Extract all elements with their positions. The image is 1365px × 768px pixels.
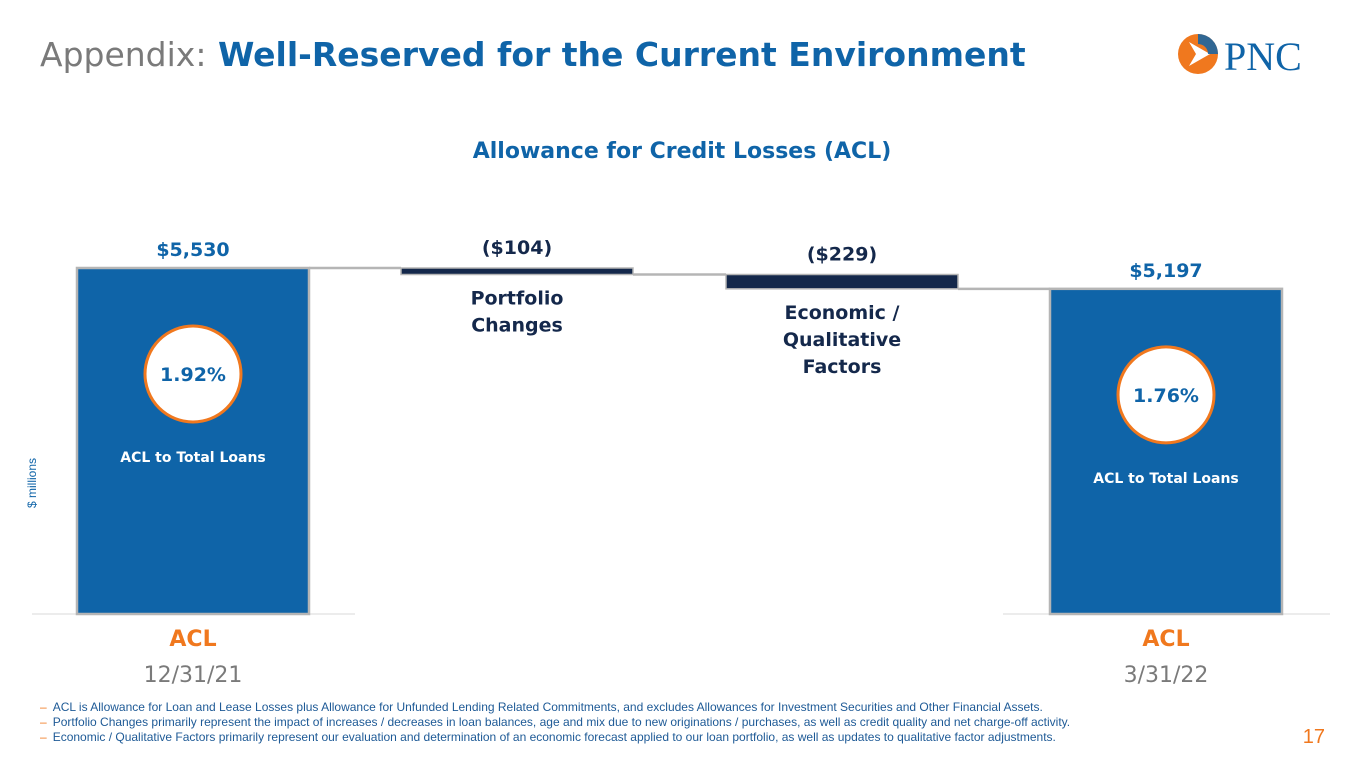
bar-value-label: ($104) (482, 237, 552, 259)
change-bar (400, 267, 634, 276)
ratio-value: 1.92% (160, 364, 226, 386)
category-date: 12/31/21 (144, 663, 243, 688)
acl-total-bar (1048, 287, 1284, 616)
chart-title: Allowance for Credit Losses (ACL) (473, 139, 892, 164)
page-number: 17 (1302, 726, 1325, 748)
bar-value-label: $5,530 (156, 239, 229, 261)
change-label: Qualitative (783, 329, 901, 351)
ratio-badge (1116, 345, 1216, 445)
change-label: Factors (803, 356, 882, 378)
footnotes: – ACL is Allowance for Loan and Lease Los… (40, 700, 1280, 745)
change-label: Portfolio (471, 288, 564, 310)
footnote: – ACL is Allowance for Loan and Lease Los… (40, 700, 1043, 714)
category-label: ACL (1142, 627, 1189, 652)
change-bar (725, 273, 959, 290)
bar-value-label: $5,197 (1129, 260, 1202, 282)
ratio-label: ACL to Total Loans (120, 450, 266, 466)
ratio-label: ACL to Total Loans (1093, 471, 1239, 487)
category-label: ACL (169, 627, 216, 652)
title-main: Well-Reserved for the Current Environmen… (217, 35, 1026, 74)
ratio-badge (143, 324, 243, 424)
footnote: – Economic / Qualitative Factors primaril… (40, 730, 1056, 744)
logo-text: PNC (1224, 34, 1302, 79)
title-prefix: Appendix: (40, 35, 207, 74)
acl-total-bar (75, 266, 311, 616)
slide-title: Appendix: Well-Reserved for the Current … (40, 30, 1026, 80)
ratio-value: 1.76% (1133, 385, 1199, 407)
footnote: – Portfolio Changes primarily represent t… (40, 715, 1071, 729)
category-date: 3/31/22 (1124, 663, 1209, 688)
change-label: Economic / (784, 302, 899, 324)
pnc-logo-icon: PNC (1178, 34, 1302, 79)
y-axis-label: $ millions (25, 458, 39, 508)
bar-value-label: ($229) (807, 244, 877, 266)
acl-waterfall-chart: Allowance for Credit Losses (ACL) $ mill… (25, 139, 1330, 688)
change-label: Changes (471, 315, 563, 337)
